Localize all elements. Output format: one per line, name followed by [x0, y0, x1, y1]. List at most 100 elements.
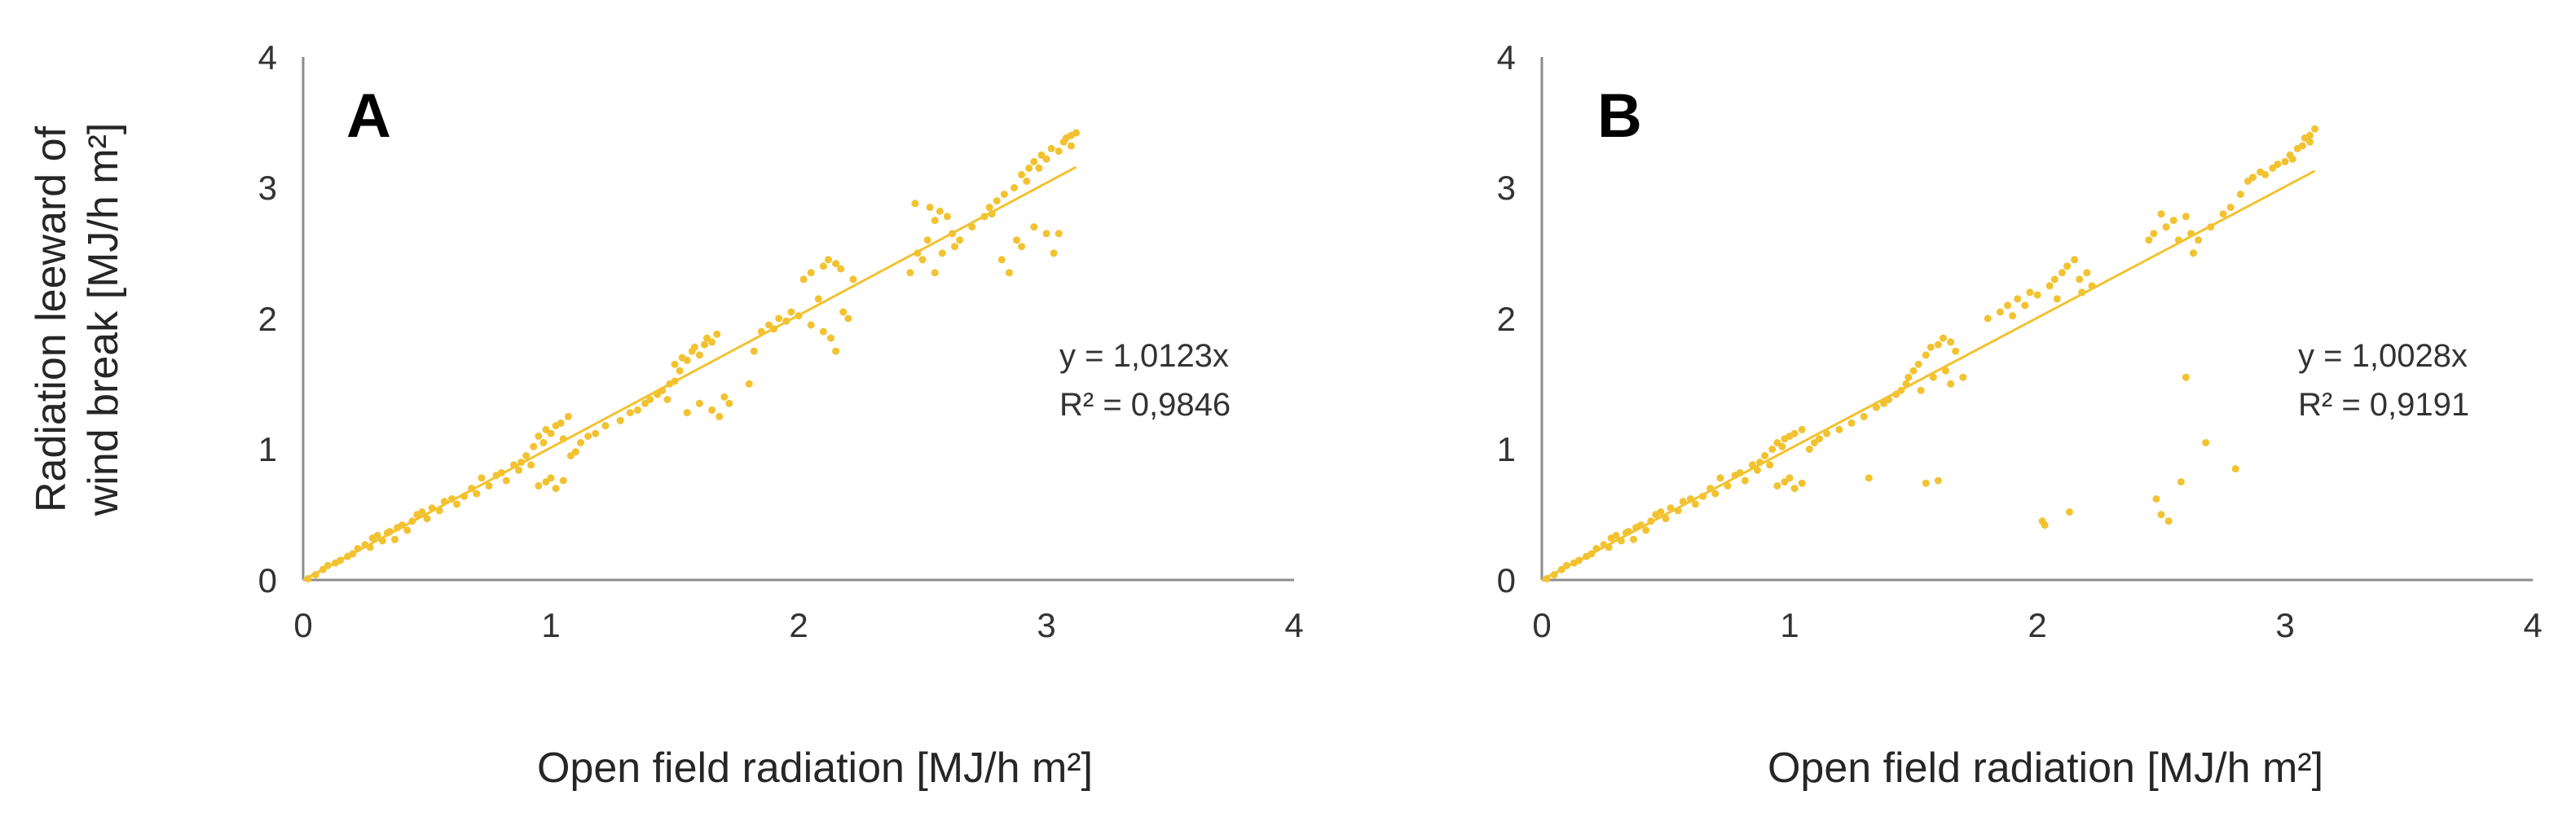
data-point-b-54 — [1805, 446, 1813, 453]
data-point-a-38 — [515, 466, 522, 474]
data-point-a-139 — [1025, 164, 1033, 172]
data-point-b-77 — [1934, 477, 1942, 485]
x-tick-label-b-0: 0 — [1532, 606, 1551, 644]
data-point-b-87 — [2009, 312, 2017, 320]
data-point-b-106 — [2150, 230, 2158, 238]
data-point-a-143 — [1037, 151, 1046, 159]
data-point-a-89 — [745, 380, 753, 388]
data-point-a-96 — [787, 308, 795, 316]
data-point-a-80 — [695, 399, 703, 407]
panel-label-b: B — [1597, 81, 1642, 151]
data-point-b-82 — [1952, 347, 1960, 355]
data-point-a-112 — [906, 269, 914, 277]
data-point-b-71 — [1917, 386, 1925, 394]
data-point-a-61 — [601, 422, 610, 430]
data-point-b-48 — [1798, 425, 1806, 433]
data-point-a-144 — [1042, 155, 1050, 163]
data-point-b-63 — [1880, 399, 1887, 407]
data-point-b-22 — [1657, 508, 1665, 516]
data-point-a-111 — [849, 275, 857, 283]
data-point-b-126 — [2244, 178, 2252, 185]
data-point-b-28 — [1692, 500, 1699, 508]
data-point-b-58 — [1835, 425, 1843, 433]
data-point-a-60 — [592, 429, 600, 437]
data-point-a-148 — [1055, 147, 1063, 156]
data-point-a-58 — [577, 439, 584, 446]
data-point-a-138 — [1023, 178, 1031, 185]
x-tick-label-b-2: 2 — [2028, 606, 2046, 644]
data-point-b-122 — [2219, 210, 2227, 218]
data-point-b-129 — [2261, 170, 2270, 178]
data-point-a-130 — [993, 197, 1001, 205]
panel-b: 0 1 2 3 4 0 1 2 3 4 B y = 1,0028x R² = 0… — [1497, 38, 2543, 792]
data-point-a-53 — [547, 474, 555, 482]
data-point-b-99 — [2066, 508, 2073, 516]
data-point-b-98 — [2063, 262, 2071, 270]
data-point-b-76 — [1934, 340, 1942, 349]
data-point-a-147 — [1050, 249, 1058, 257]
data-point-a-154 — [1072, 129, 1080, 137]
data-point-b-136 — [2298, 142, 2306, 150]
data-point-b-114 — [2177, 478, 2185, 486]
data-point-b-36 — [1741, 477, 1749, 485]
data-point-a-122 — [943, 213, 951, 221]
data-point-a-106 — [832, 260, 840, 268]
points-a — [304, 129, 1080, 582]
r-squared-a: R² = 0,9846 — [1059, 387, 1231, 423]
x-tick-label-a-2: 2 — [789, 606, 808, 644]
data-point-b-75 — [1929, 373, 1937, 381]
data-point-b-125 — [2236, 191, 2244, 198]
data-point-a-133 — [1005, 269, 1013, 277]
data-point-a-64 — [633, 406, 641, 414]
data-point-a-32 — [478, 474, 486, 482]
data-point-b-53 — [1798, 479, 1806, 487]
data-point-b-109 — [2157, 511, 2165, 519]
data-point-a-40 — [522, 452, 531, 459]
data-point-a-16 — [391, 535, 399, 543]
y-tick-label-a-1: 1 — [258, 430, 277, 468]
data-point-b-140 — [2311, 125, 2318, 133]
data-point-a-102 — [819, 262, 827, 270]
data-point-b-81 — [1947, 380, 1955, 388]
trendline-b — [1541, 169, 2316, 582]
data-point-a-86 — [716, 412, 724, 420]
data-point-a-137 — [1018, 243, 1026, 251]
data-point-b-94 — [2045, 282, 2054, 290]
data-point-a-146 — [1047, 144, 1055, 152]
data-point-b-62 — [1872, 403, 1880, 411]
data-point-b-80 — [1947, 338, 1955, 346]
data-point-b-110 — [2162, 223, 2170, 231]
r-squared-b: R² = 0,9191 — [2298, 387, 2469, 423]
data-point-a-110 — [844, 314, 852, 323]
data-point-b-139 — [2305, 138, 2314, 146]
data-point-a-22 — [418, 508, 426, 516]
data-point-a-79 — [695, 351, 703, 359]
data-point-b-49 — [1773, 481, 1781, 490]
data-point-a-36 — [502, 477, 510, 485]
data-point-a-116 — [923, 236, 931, 244]
data-point-b-38 — [1754, 466, 1761, 474]
y-tick-label-a-0: 0 — [258, 561, 277, 600]
data-point-b-31 — [1711, 490, 1720, 498]
x-axis-title-a: Open field radiation [MJ/h m²] — [537, 745, 1093, 792]
x-tick-label-a-1: 1 — [541, 606, 560, 644]
data-point-b-70 — [1914, 360, 1922, 368]
data-point-a-28 — [453, 500, 460, 508]
points-b — [1543, 125, 2318, 582]
data-point-a-73 — [676, 367, 684, 375]
y-tick-label-a-3: 3 — [258, 169, 277, 207]
data-point-b-132 — [2281, 157, 2289, 165]
equation-b: y = 1,0028x — [2298, 338, 2468, 374]
data-point-b-19 — [1642, 526, 1650, 534]
data-point-a-115 — [918, 256, 927, 264]
data-point-b-123 — [2226, 204, 2235, 212]
data-point-b-103 — [2083, 269, 2091, 277]
data-point-b-90 — [2026, 288, 2034, 296]
x-tick-label-a-0: 0 — [293, 606, 312, 644]
data-point-b-130 — [2269, 164, 2277, 172]
data-point-a-31 — [473, 490, 481, 498]
data-point-a-141 — [1030, 223, 1038, 231]
data-point-a-44 — [539, 439, 548, 446]
data-point-a-56 — [566, 452, 575, 459]
